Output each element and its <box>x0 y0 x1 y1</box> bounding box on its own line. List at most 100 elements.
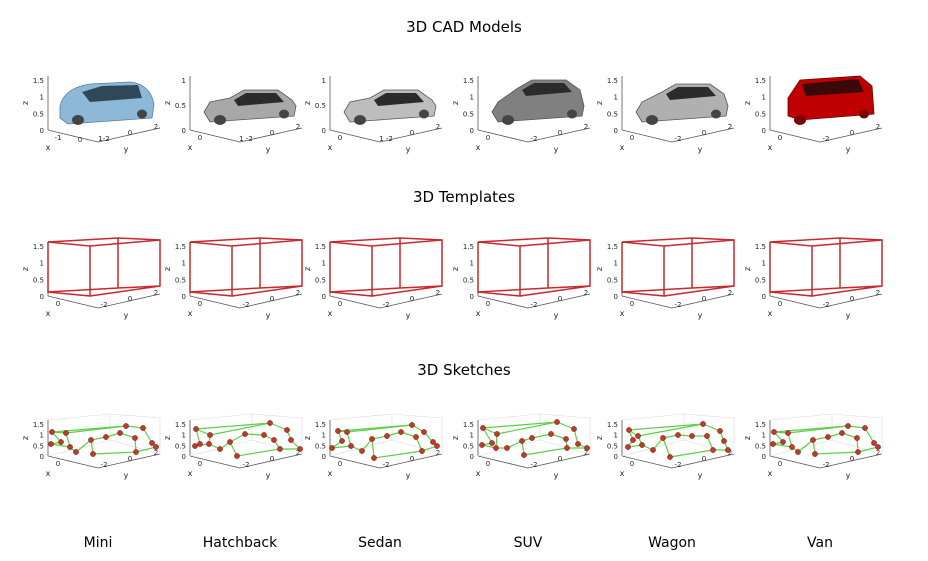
sketch-point <box>494 431 500 437</box>
z-tick-label: 1 <box>614 94 618 102</box>
sketch-point <box>771 429 777 435</box>
z-tick-label: 1.5 <box>463 243 474 251</box>
sketch-point <box>371 455 377 461</box>
x-axis-label: x <box>188 469 193 478</box>
y-axis-label: y <box>266 471 271 480</box>
z-tick-label: 0.5 <box>175 276 186 284</box>
y-tick-label: 0 <box>702 295 706 303</box>
y-axis-label: y <box>698 311 703 320</box>
category-label: Mini <box>83 535 113 551</box>
x-tick-label: 0 <box>630 134 634 142</box>
y-tick-label: 0 <box>558 455 562 463</box>
x-axis-label: x <box>46 143 51 152</box>
sketch-point <box>149 440 155 446</box>
sketch-point <box>548 431 554 437</box>
x-axis-label: x <box>188 143 193 152</box>
car-model-icon <box>635 83 729 125</box>
z-tick-label: 0.5 <box>175 102 186 110</box>
sketch-point <box>770 441 776 447</box>
sketch-point <box>854 435 860 441</box>
y-tick-label: 0 <box>850 295 854 303</box>
z-tick-label: 1.5 <box>463 421 474 429</box>
car-model-icon <box>787 75 875 125</box>
z-tick-label: 0.5 <box>755 276 766 284</box>
sketch-point <box>284 427 290 433</box>
z-tick-label: 0.5 <box>463 442 474 450</box>
y-tick-label: 2 <box>728 123 732 131</box>
sketch-edge <box>50 443 71 448</box>
y-axis-label: y <box>554 145 559 154</box>
z-tick-label: 1 <box>322 432 326 440</box>
sketch-point <box>789 444 795 450</box>
sketch-edge <box>797 439 814 453</box>
sketch-point <box>58 439 64 445</box>
sketch-point <box>348 443 354 449</box>
z-tick-label: 1 <box>470 260 474 268</box>
z-tick-label: 0.5 <box>463 276 474 284</box>
template-box <box>329 237 443 297</box>
sketch-edge <box>125 425 144 429</box>
y-tick-label: 0 <box>270 455 274 463</box>
x-axis-label: x <box>328 309 333 318</box>
sketch-edge <box>773 425 849 433</box>
z-tick-label: 0.5 <box>607 442 618 450</box>
sketch-point <box>871 440 877 446</box>
sketch-edge <box>702 423 721 432</box>
z-axis-label: z <box>21 436 30 440</box>
x-axis-label: x <box>46 469 51 478</box>
z-tick-label: 0.5 <box>607 110 618 118</box>
sketch-point <box>117 430 123 436</box>
x-tick-label: 0 <box>198 134 202 142</box>
z-axis-label: z <box>451 436 460 440</box>
x-tick-label: 0 <box>486 134 490 142</box>
y-tick-label: -2 <box>675 461 682 469</box>
z-tick-label: 0 <box>470 127 474 135</box>
z-tick-label: 1 <box>182 260 186 268</box>
sketch-edge <box>847 425 866 429</box>
z-axis-label: z <box>21 267 30 271</box>
x-axis-label: x <box>620 143 625 152</box>
sketch-point <box>795 449 801 455</box>
z-tick-label: 1.5 <box>315 243 326 251</box>
sketch-edge <box>371 438 375 459</box>
z-tick-label: 1.5 <box>175 421 186 429</box>
sketch-point <box>780 439 786 445</box>
sketch-point <box>785 430 791 436</box>
z-axis-label: z <box>163 436 172 440</box>
y-tick-label: -2 <box>243 301 250 309</box>
z-axis-label: z <box>595 436 604 440</box>
z-axis-label: z <box>303 436 312 440</box>
grid <box>329 413 443 457</box>
y-axis-label: y <box>406 145 411 154</box>
templates-row-title: 3D Templates <box>412 188 516 206</box>
x-axis-label: x <box>328 143 333 152</box>
x-tick-label: 0 <box>778 134 782 142</box>
x-axis-label: x <box>188 309 193 318</box>
y-tick-label: 0 <box>850 455 854 463</box>
category-label: Wagon <box>648 535 696 551</box>
z-tick-label: 1 <box>470 94 474 102</box>
x-tick-label: 0 <box>630 300 634 308</box>
y-tick-label: 0 <box>270 129 274 137</box>
z-tick-label: 0 <box>614 127 618 135</box>
y-tick-label: 2 <box>876 289 880 297</box>
z-axis-label: z <box>595 101 604 105</box>
z-tick-label: 0 <box>470 453 474 461</box>
y-tick-label: 0 <box>270 295 274 303</box>
sketch-edge <box>135 446 157 453</box>
sketch-point <box>63 430 69 436</box>
sketch-point <box>49 429 55 435</box>
sketch-point <box>667 454 673 460</box>
z-tick-label: 1 <box>322 77 326 85</box>
sketch-point <box>721 438 727 444</box>
sketch-point <box>845 423 851 429</box>
sketch-edge <box>51 425 127 433</box>
z-tick-label: 0 <box>614 453 618 461</box>
category-label: Van <box>807 535 833 551</box>
sketch-point <box>571 426 577 432</box>
sketch-point <box>48 441 54 447</box>
z-tick-label: 1.5 <box>33 77 44 85</box>
y-axis-label: y <box>846 311 851 320</box>
y-axis-label: y <box>698 145 703 154</box>
